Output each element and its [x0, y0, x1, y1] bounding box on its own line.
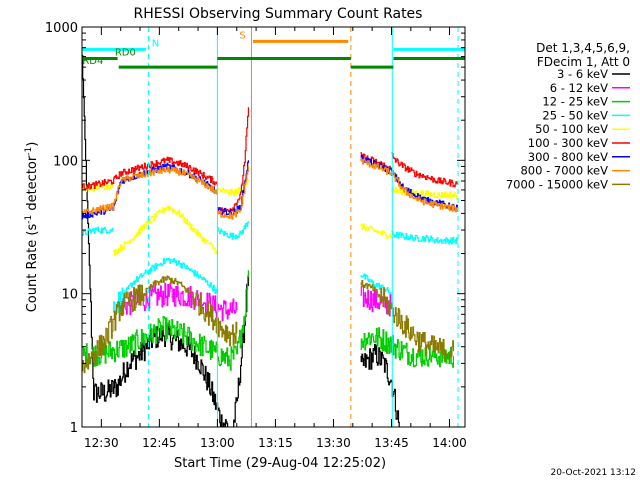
series-trace — [360, 223, 393, 239]
series-7000-15000-kev — [82, 275, 454, 374]
series-trace — [391, 152, 458, 188]
series-trace — [360, 157, 458, 213]
x-tick-label: 13:00 — [200, 436, 235, 450]
x-tick-label: 13:15 — [258, 436, 293, 450]
series-trace — [391, 187, 458, 200]
y-tick-label: 1 — [70, 421, 78, 436]
legend-label: 300 - 800 keV — [528, 150, 608, 164]
chart-title: RHESSI Observing Summary Count Rates — [134, 6, 423, 22]
status-bar-label: N — [152, 38, 159, 49]
status-bar-label: RD4 — [82, 56, 103, 67]
series-25-50-kev — [82, 221, 458, 315]
series-trace — [217, 166, 249, 220]
axes: 12:30 12:45 13:00 13:15 13:30 13:45 14:00 1 10 10… — [45, 21, 467, 450]
series-trace — [82, 226, 114, 236]
series-trace — [360, 273, 393, 295]
y-tick-label: 10 — [61, 288, 78, 303]
legend-label: 3 - 6 keV — [557, 67, 608, 81]
x-axis-label: Start Time (29-Aug-04 12:25:02) — [174, 456, 386, 471]
series-trace — [82, 54, 229, 427]
legend-header-decimation: FDecim 1, Att 0 — [537, 55, 630, 69]
series-trace — [112, 257, 218, 315]
x-tick-label: 14:00 — [432, 436, 467, 450]
series-trace — [82, 275, 238, 374]
x-tick-label: 12:45 — [142, 436, 177, 450]
legend-label: 800 - 7000 keV — [520, 164, 608, 178]
series-trace — [82, 270, 249, 371]
series-trace — [82, 156, 218, 191]
legend-label: 25 - 50 keV — [542, 108, 608, 122]
plot-frame — [81, 26, 466, 428]
series-800-7000-kev — [82, 157, 458, 220]
series-50-100-kev — [82, 179, 458, 257]
series-12-25-kev — [82, 270, 454, 371]
x-tick-label: 13:30 — [316, 436, 351, 450]
legend-label: 12 - 25 keV — [542, 95, 608, 109]
plot-area: N S RD0 RD4 — [82, 27, 465, 427]
legend-label: 7000 - 15000 keV — [506, 177, 608, 191]
series-trace — [391, 230, 458, 245]
status-bar-label: RD0 — [115, 48, 136, 59]
series-trace — [217, 179, 249, 197]
status-bar-label: S — [239, 30, 245, 41]
legend-label: 100 - 300 keV — [528, 136, 608, 150]
legend-label: 50 - 100 keV — [535, 122, 608, 136]
x-tick-label: 12:30 — [84, 436, 119, 450]
y-axis-label: Count Rate (s-1 detector-1) — [24, 142, 40, 313]
series-trace — [112, 205, 218, 257]
legend: Det 1,3,4,5,6,9, FDecim 1, Att 0 3 - 6 k… — [506, 41, 630, 191]
legend-header-detectors: Det 1,3,4,5,6,9, — [536, 41, 630, 55]
footer-timestamp: 20-Oct-2021 13:12 — [551, 468, 636, 478]
legend-label: 6 - 12 keV — [550, 81, 608, 95]
series-trace — [360, 280, 454, 363]
plot-clip-group — [82, 27, 465, 427]
y-tick-label: 1000 — [45, 21, 78, 36]
series-trace — [82, 166, 218, 215]
y-tick-label: 100 — [53, 154, 78, 169]
x-tick-label: 13:45 — [374, 436, 409, 450]
series-trace — [360, 327, 454, 368]
series-trace — [217, 221, 249, 240]
